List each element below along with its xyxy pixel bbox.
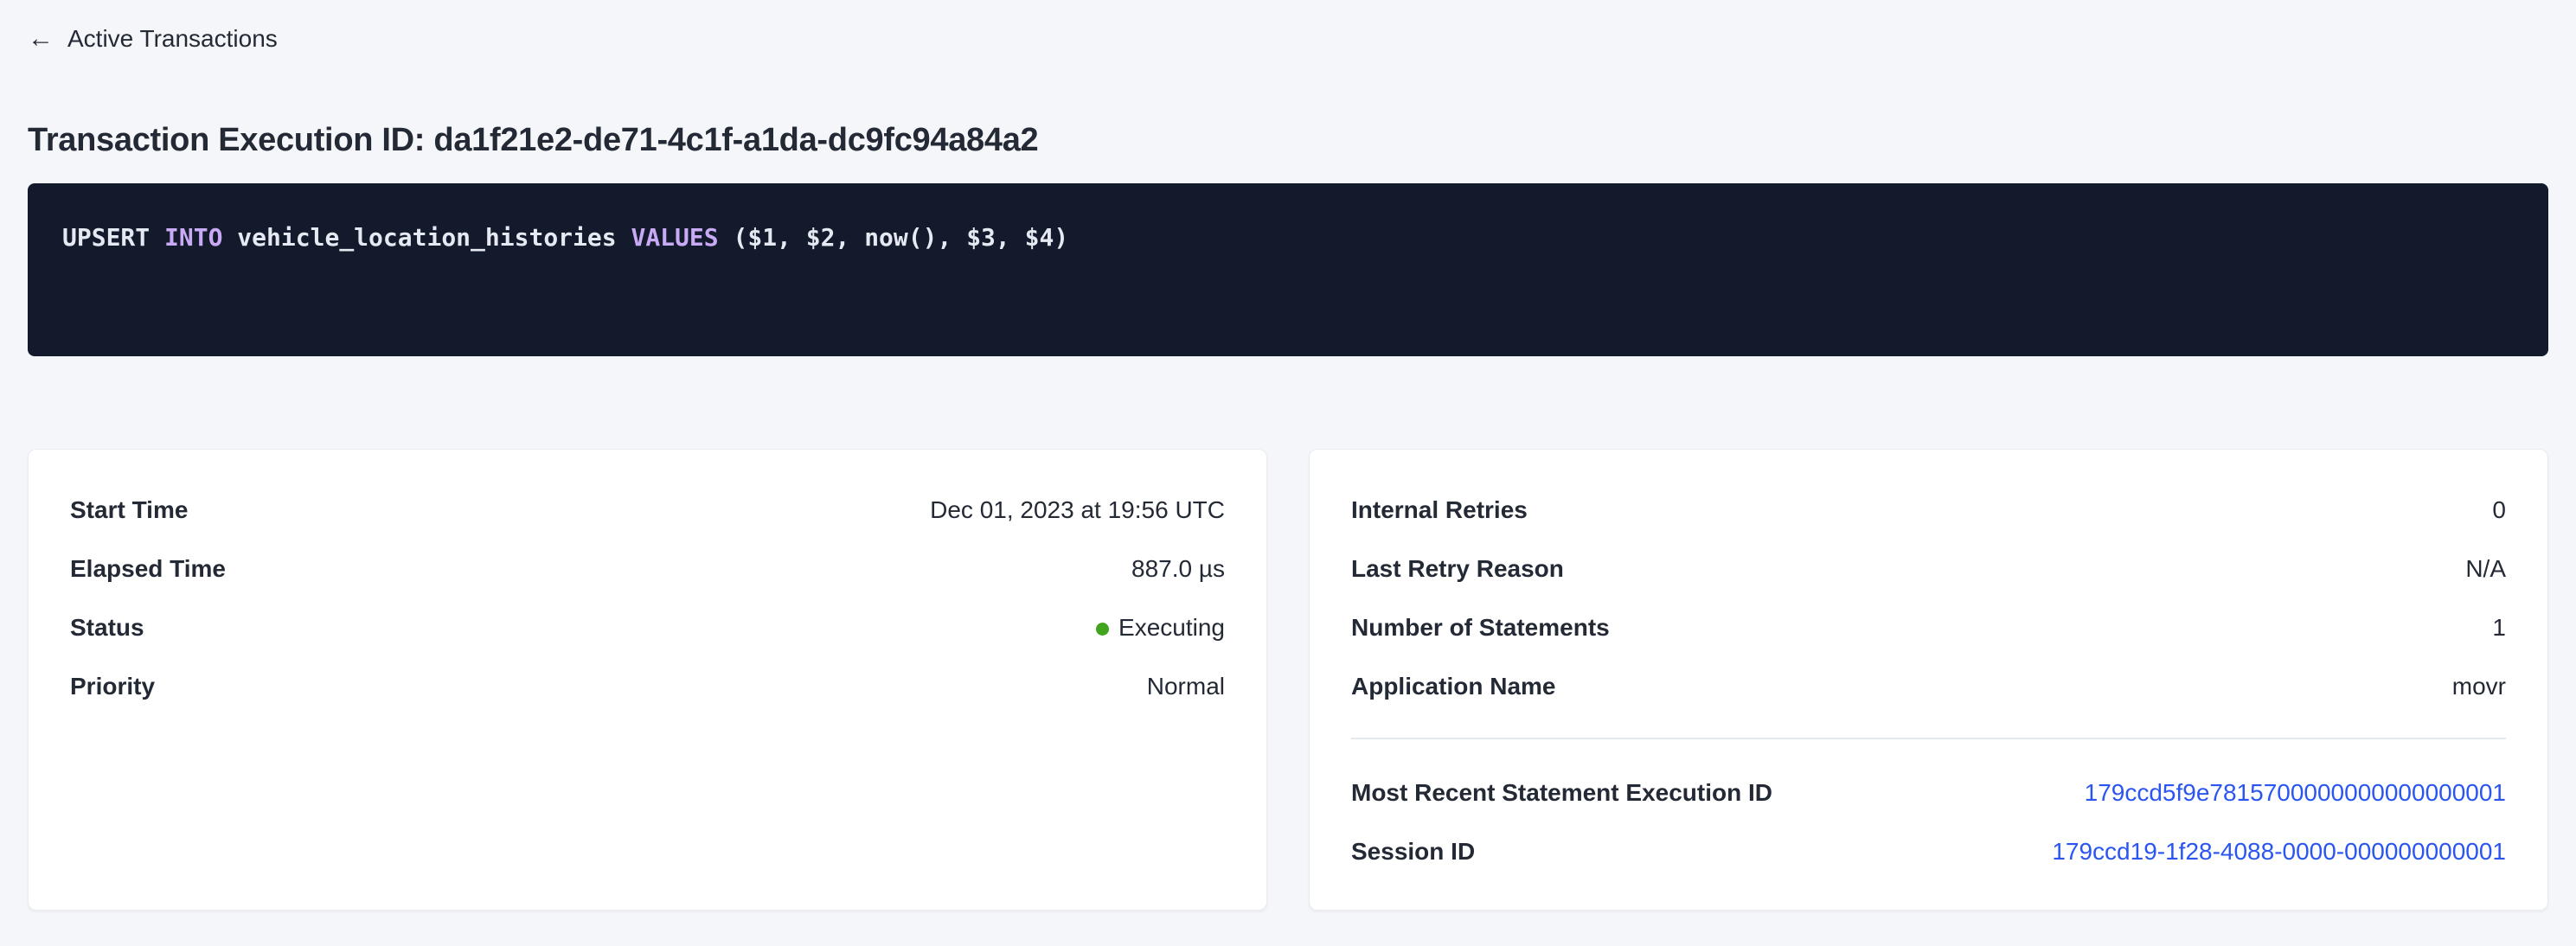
summary-row-status: Status Executing: [70, 598, 1225, 657]
row-label: Status: [70, 614, 144, 641]
row-value: movr: [2451, 673, 2506, 700]
row-label: Priority: [70, 673, 156, 700]
sql-statement-box: UPSERT INTO vehicle_location_histories V…: [28, 183, 2548, 356]
row-label: Last Retry Reason: [1351, 555, 1564, 582]
card-divider: [1351, 738, 2506, 739]
page-title: Transaction Execution ID: da1f21e2-de71-…: [28, 122, 1039, 158]
summary-row-start-time: Start Time Dec 01, 2023 at 19:56 UTC: [70, 481, 1225, 540]
status-text: Executing: [1118, 614, 1225, 641]
row-value: Normal: [1146, 673, 1225, 700]
row-label: Session ID: [1351, 838, 1476, 865]
sql-token: UPSERT: [62, 223, 165, 252]
row-value: 887.0 µs: [1131, 555, 1225, 582]
sql-keyword-token: INTO: [164, 223, 223, 252]
sql-token: vehicle_location_histories: [222, 223, 631, 252]
row-label: Internal Retries: [1351, 496, 1528, 523]
arrow-left-icon: ←: [28, 24, 54, 53]
summary-row-elapsed-time: Elapsed Time 887.0 µs: [70, 540, 1225, 598]
summary-row-priority: Priority Normal: [70, 657, 1225, 716]
row-value: N/A: [2465, 555, 2506, 582]
transaction-metadata-card: Internal Retries 0 Last Retry Reason N/A…: [1309, 449, 2548, 911]
row-label: Most Recent Statement Execution ID: [1351, 779, 1772, 806]
session-id-link[interactable]: 179ccd19-1f28-4088-0000-000000000001: [2052, 838, 2506, 865]
summary-row-application-name: Application Name movr: [1351, 657, 2506, 716]
summary-row-session-id: Session ID 179ccd19-1f28-4088-0000-00000…: [1351, 822, 2506, 881]
row-label: Number of Statements: [1351, 614, 1610, 641]
sql-token: ($1, $2, now(), $3, $4): [718, 223, 1069, 252]
row-label: Elapsed Time: [70, 555, 227, 582]
row-value: Dec 01, 2023 at 19:56 UTC: [930, 496, 1225, 523]
row-label: Start Time: [70, 496, 189, 523]
transaction-details-page: ← Active Transactions Transaction Execut…: [0, 24, 2576, 911]
status-dot-icon: [1096, 623, 1110, 636]
sql-keyword-token: VALUES: [631, 223, 719, 252]
back-link-label: Active Transactions: [67, 25, 278, 52]
summary-row-internal-retries: Internal Retries 0: [1351, 481, 2506, 540]
summary-row-last-retry-reason: Last Retry Reason N/A: [1351, 540, 2506, 598]
row-value: 0: [2492, 496, 2506, 523]
transaction-summary-card: Start Time Dec 01, 2023 at 19:56 UTC Ela…: [28, 449, 1267, 911]
summary-cards-row: Start Time Dec 01, 2023 at 19:56 UTC Ela…: [28, 449, 2548, 911]
row-value: 1: [2492, 614, 2506, 641]
row-label: Application Name: [1351, 673, 1556, 700]
summary-row-statement-execution-id: Most Recent Statement Execution ID 179cc…: [1351, 764, 2506, 822]
status-value: Executing: [1096, 614, 1225, 642]
sql-statement: UPSERT INTO vehicle_location_histories V…: [62, 223, 1068, 252]
summary-row-number-of-statements: Number of Statements 1: [1351, 598, 2506, 657]
statement-execution-id-link[interactable]: 179ccd5f9e7815700000000000000001: [2084, 779, 2506, 806]
back-to-active-transactions-link[interactable]: ← Active Transactions: [28, 24, 278, 54]
